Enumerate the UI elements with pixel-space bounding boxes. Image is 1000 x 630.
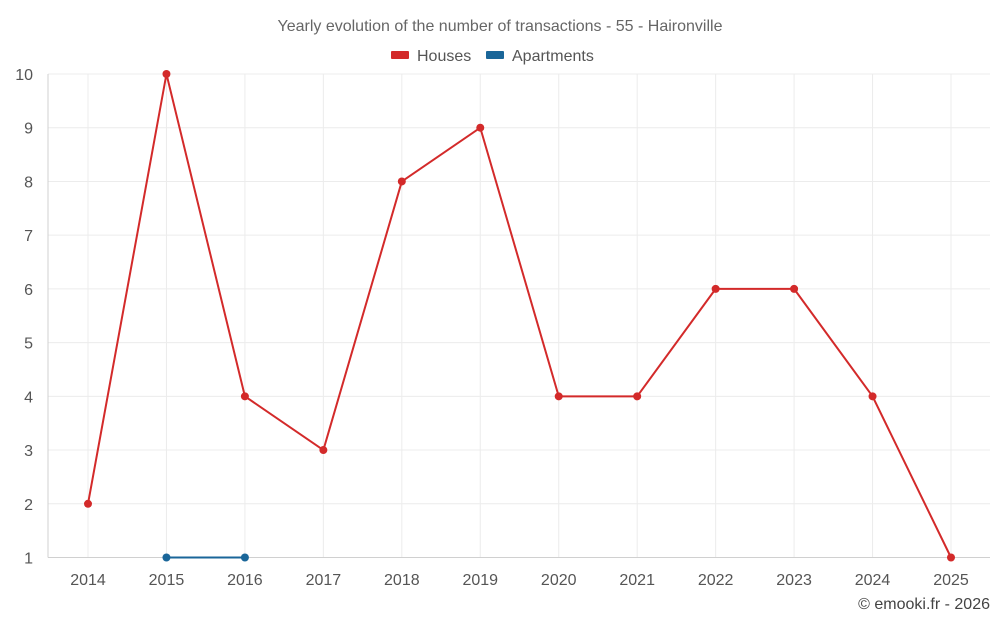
- data-point-houses[interactable]: [711, 284, 720, 293]
- y-tick-label: 6: [24, 282, 33, 299]
- y-tick-label: 3: [24, 443, 33, 460]
- data-point-apartments[interactable]: [240, 553, 249, 562]
- credit-text: © emooki.fr - 2026: [858, 596, 990, 613]
- series-houses: [84, 70, 955, 562]
- data-point-houses[interactable]: [476, 123, 485, 132]
- y-tick-label: 9: [24, 121, 33, 138]
- data-point-houses[interactable]: [790, 284, 799, 293]
- x-tick-label: 2020: [541, 572, 577, 589]
- x-tick-label: 2016: [227, 572, 263, 589]
- data-point-houses[interactable]: [947, 553, 955, 562]
- x-tick-label: 2023: [776, 572, 812, 589]
- data-point-houses[interactable]: [162, 70, 171, 78]
- y-tick-label: 4: [24, 389, 33, 406]
- x-tick-label: 2022: [698, 572, 734, 589]
- x-axis-ticks: 2014 2015 2016 2017 2018 2019 2020 2021 2022 2023…: [70, 572, 969, 589]
- chart-title: Yearly evolution of the number of transa…: [278, 18, 723, 35]
- y-tick-label: 5: [24, 336, 33, 353]
- y-tick-label: 7: [24, 228, 33, 245]
- x-tick-label: 2024: [855, 572, 891, 589]
- data-point-houses[interactable]: [319, 446, 328, 455]
- data-point-apartments[interactable]: [162, 553, 171, 562]
- legend-item-apartments[interactable]: Apartments: [486, 48, 594, 65]
- data-point-houses[interactable]: [84, 499, 92, 508]
- data-point-houses[interactable]: [397, 177, 406, 186]
- y-tick-label: 10: [15, 67, 33, 84]
- x-tick-label: 2017: [306, 572, 342, 589]
- series-layer: [84, 70, 955, 562]
- x-tick-label: 2025: [933, 572, 969, 589]
- legend-swatch-houses: [391, 51, 409, 59]
- x-tick-label: 2015: [149, 572, 185, 589]
- series-apartments: [162, 553, 249, 562]
- data-point-houses[interactable]: [633, 392, 642, 401]
- legend-label-houses: Houses: [417, 48, 471, 65]
- data-point-houses[interactable]: [240, 392, 249, 401]
- y-tick-label: 2: [24, 497, 33, 514]
- legend-swatch-apartments: [486, 51, 504, 59]
- x-tick-label: 2018: [384, 572, 420, 589]
- y-tick-label: 1: [24, 551, 33, 568]
- series-line-houses: [87, 73, 952, 559]
- axes: [47, 74, 990, 558]
- data-point-houses[interactable]: [868, 392, 877, 401]
- legend: Houses Apartments: [391, 48, 594, 65]
- data-point-houses[interactable]: [554, 392, 563, 401]
- y-tick-label: 8: [24, 174, 33, 191]
- x-tick-label: 2014: [70, 572, 106, 589]
- legend-item-houses[interactable]: Houses: [391, 48, 471, 65]
- y-axis-ticks: 1 2 3 4 5 6 7 8 9 10: [15, 67, 33, 568]
- grid: [48, 73, 990, 558]
- x-tick-label: 2021: [619, 572, 655, 589]
- x-tick-label: 2019: [462, 572, 498, 589]
- legend-label-apartments: Apartments: [512, 48, 594, 65]
